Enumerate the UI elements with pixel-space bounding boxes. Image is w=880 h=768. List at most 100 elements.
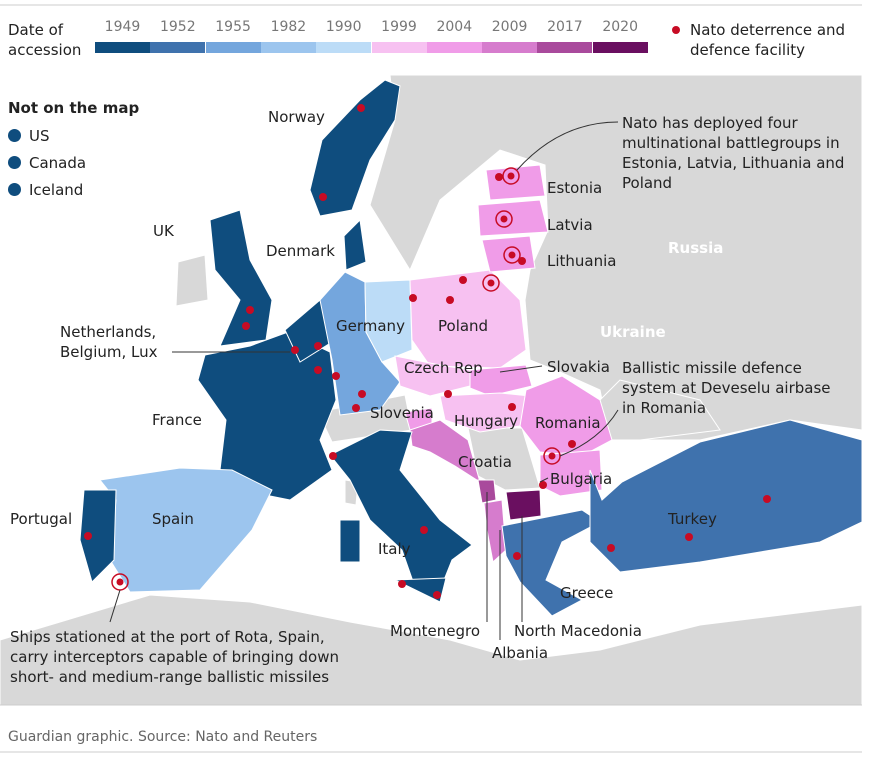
leader-line [109,589,121,623]
country-lithuania [481,235,536,273]
facility-dot [763,495,771,503]
facility-dot [319,193,327,201]
country-romania [519,375,613,457]
not-on-map-item: Iceland [8,180,83,200]
legend-swatch [205,42,261,53]
legend-year: 1999 [381,19,417,35]
facility-dot [242,322,250,330]
legend-year: 2017 [547,19,583,35]
legend-swatch [371,42,427,53]
country-bulgaria [539,449,603,497]
country-label: North Macedonia [514,622,642,640]
country-label: Italy [378,540,411,558]
battlegroup-sites [482,167,521,292]
country-label: Czech Rep [404,359,483,377]
facility-dot [357,104,365,112]
country-label: Turkey [668,510,717,528]
country-label: Denmark [266,242,335,260]
annotation: Ships stationed at the port of Rota, Spa… [10,628,339,686]
legend-year: 1952 [159,19,196,35]
facilities [84,104,771,599]
item-label: Iceland [29,181,84,199]
facility-dot [500,215,508,223]
facility-dot [332,372,340,380]
source: Guardian graphic. Source: Nato and Reute… [8,729,318,745]
leader-line [516,121,619,171]
country-label: Germany [336,317,405,335]
country-label: Spain [152,510,194,528]
country-denmark [343,218,367,271]
leader-line [559,409,619,457]
legend-swatch [537,42,593,53]
facility-dot [409,294,417,302]
country-label: Poland [438,317,489,335]
facility-dot [433,591,441,599]
not-on-map-title: Not on the map [8,99,140,117]
item-label: US [29,127,50,145]
facility-dot [352,404,360,412]
country-label: Ukraine [600,323,666,341]
facility-dot [607,544,615,552]
facility-dot [508,251,516,259]
country-label: Greece [560,584,614,602]
country-label: Latvia [547,216,593,234]
facility-dot [444,390,452,398]
annotation: Ballistic missile defence system at Deve… [622,359,831,417]
legend-year: 1990 [325,19,362,35]
item-label: Canada [29,154,87,172]
facility-ring [503,246,521,264]
facility-dot [685,533,693,541]
facility-dot [568,440,576,448]
legend-title: Date of accession [8,21,82,59]
facility-dot [84,532,92,540]
facility-dot [487,279,495,287]
country-portugal [79,489,117,583]
legend-swatch [95,42,150,53]
country-slovakia [469,364,533,397]
legend-swatch [482,42,538,53]
facility-dot [314,366,322,374]
nato-members [79,79,863,617]
not-on-map-item: Canada [8,153,86,173]
legend-year: 1949 [104,19,141,35]
country-label: Netherlands, Belgium, Lux [60,323,158,361]
facility-dot [495,173,503,181]
country-north-macedonia [505,489,542,521]
facility-dot [459,276,467,284]
country-italy [329,429,473,591]
facility-ring [482,274,500,292]
country-label: Romania [535,414,601,432]
leader-lines [109,121,619,640]
country-label: France [152,411,202,429]
facility-dot [291,346,299,354]
land-ireland [175,254,209,307]
facility-dot [513,552,521,560]
legend-year: 2009 [491,19,528,35]
facility-dot [420,526,428,534]
item-dot [8,129,21,142]
country-label: Lithuania [547,252,617,270]
country-label: Montenegro [390,622,481,640]
country-label: UK [153,222,174,240]
facility-dot [539,481,547,489]
not-on-map-item: US [8,126,50,146]
country-label: Portugal [10,510,73,528]
facility-dot [116,578,124,586]
legend-swatch [426,42,482,53]
facility-dot [246,306,254,314]
country-label: Russia [668,239,724,257]
facility-dot [398,580,406,588]
country-latvia [477,199,549,237]
facility-dot [358,390,366,398]
legend-swatch [150,42,206,53]
legend-swatch [592,42,648,53]
country-label: Albania [492,644,549,662]
country-label: Slovakia [547,358,610,376]
country-label: Slovenia [370,404,434,422]
country-norway [309,79,401,217]
facility-dot [446,296,454,304]
country-poland [409,269,527,369]
facility-legend: Nato deterrence and defence facility [690,21,846,59]
country-croatia [409,419,481,484]
